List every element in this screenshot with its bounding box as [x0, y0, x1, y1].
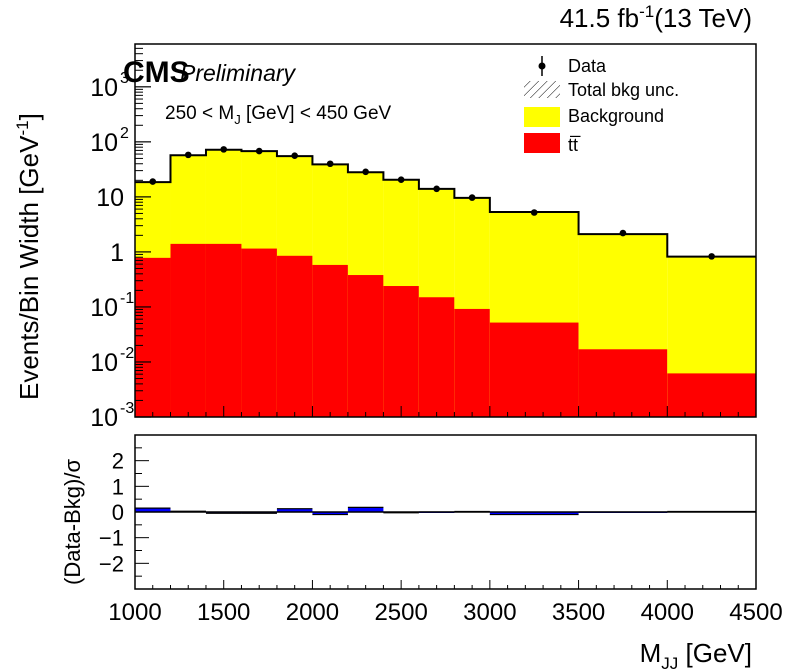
data-point [149, 178, 157, 185]
pull-bar [489, 512, 579, 515]
x-tick-label: 2500 [374, 599, 427, 626]
lower-y-tick-label: −2 [99, 551, 124, 576]
ttbar-bar [276, 255, 313, 417]
lower-y-axis-label: (Data-Bkg)/σ [60, 459, 85, 585]
data-point [433, 185, 440, 193]
data-point [468, 194, 476, 201]
pull-bar [135, 508, 171, 512]
legend-ttbar-swatch [524, 133, 560, 153]
ttbar-bar [383, 286, 419, 417]
data-point [362, 168, 369, 176]
upper-y-tick-exp: -2 [120, 345, 134, 362]
data-point [619, 229, 627, 237]
upper-y-tick-exp: 3 [120, 70, 129, 87]
ttbar-bar [135, 257, 171, 417]
data-point [397, 176, 405, 184]
data-point [530, 209, 538, 216]
pull-bar [312, 512, 348, 515]
x-tick-label: 3000 [463, 599, 516, 626]
legend-label-ttbar: tt̅ [568, 135, 581, 155]
selection-text: 250 < M [165, 103, 234, 124]
stack-bars [135, 149, 756, 417]
lower-y-tick-label: 1 [112, 474, 124, 499]
upper-y-tick-label: 10 [90, 404, 118, 432]
x-tick-label: 4000 [641, 599, 694, 626]
upper-y-tick-exp: -1 [120, 290, 134, 307]
ttbar-bar [347, 275, 384, 417]
x-label-rest: [GeV] [678, 638, 752, 668]
upper-y-tick-label: 1 [110, 239, 124, 267]
lower-y-tick-label: 0 [112, 500, 124, 525]
upper-y-label-close: ] [14, 113, 44, 120]
ttbar-bar [489, 322, 579, 417]
ttbar-bar [241, 248, 277, 417]
lower-y-tick-label: 2 [112, 449, 124, 474]
lumi-value: 41.5 fb [560, 3, 640, 33]
upper-y-axis-label: Events/Bin Width [GeV-1] [13, 113, 44, 400]
x-tick-label: 1500 [197, 599, 250, 626]
legend-data-marker [538, 62, 546, 70]
upper-y-label-exp: -1 [13, 120, 32, 135]
ttbar-bar [418, 297, 455, 417]
pull-bars [135, 506, 756, 516]
pull-bar [276, 508, 313, 512]
ttbar-bar [205, 243, 242, 417]
legend-label-background: Background [568, 106, 664, 126]
x-label-text: M [640, 638, 662, 668]
data-point [291, 152, 298, 160]
lumi-label: 41.5 fb-1(13 TeV) [560, 2, 752, 33]
lower-x-axis: 1000 1500 2000 2500 3000 3500 4000 4500 [108, 580, 783, 626]
legend-item-data: Data [538, 56, 607, 76]
x-label-subscript: JJ [661, 654, 678, 672]
selection-text-rest: [GeV] < 450 GeV [241, 103, 392, 124]
data-point [326, 160, 334, 168]
legend-background-swatch [524, 107, 560, 127]
selection-subscript: J [234, 112, 241, 127]
preliminary-label: Preliminary [180, 60, 297, 86]
upper-frame [134, 43, 757, 418]
upper-y-tick-exp: 2 [120, 125, 129, 142]
legend-item-unc: Total bkg unc. [524, 80, 679, 100]
legend: Data Total bkg unc. Background tt̅ [524, 56, 679, 155]
legend-item-ttbar: tt̅ [524, 133, 581, 155]
upper-y-tick-label: 10 [90, 74, 118, 102]
legend-unc-swatch [524, 81, 560, 98]
legend-label-unc: Total bkg unc. [568, 80, 679, 100]
data-points [149, 146, 715, 260]
ttbar-bar [170, 243, 206, 417]
data-point [184, 151, 192, 159]
upper-y-tick-label: 10 [96, 184, 124, 212]
cms-label: CMS [123, 56, 190, 89]
data-point [708, 253, 715, 260]
x-tick-label: 2000 [286, 599, 339, 626]
upper-x-ticks [134, 406, 757, 417]
upper-y-tick-label: 10 [90, 349, 118, 377]
ttbar-bar [578, 349, 668, 417]
ttbar-bar [454, 308, 490, 417]
upper-y-label-text: Events/Bin Width [GeV [14, 135, 44, 400]
ttbar-bar [312, 264, 348, 417]
legend-item-background: Background [524, 106, 664, 127]
data-point [255, 147, 263, 155]
ttbar-bar [667, 373, 756, 417]
lower-y-tick-label: −1 [99, 526, 124, 551]
legend-label-data: Data [568, 56, 607, 76]
x-tick-label: 1000 [108, 599, 161, 626]
lumi-energy: (13 TeV) [654, 3, 752, 33]
upper-y-tick-label: 10 [90, 294, 118, 322]
data-point [220, 146, 228, 153]
upper-y-tick-label: 10 [90, 129, 118, 157]
x-tick-label: 3500 [552, 599, 605, 626]
x-tick-label: 4500 [729, 599, 782, 626]
upper-y-tick-exp: -3 [120, 400, 134, 417]
lumi-exponent: -1 [639, 2, 654, 21]
selection-label: 250 < MJ [GeV] < 450 GeV [165, 103, 392, 127]
pull-bar [347, 507, 384, 512]
x-axis-label: MJJ [GeV] [640, 638, 752, 672]
